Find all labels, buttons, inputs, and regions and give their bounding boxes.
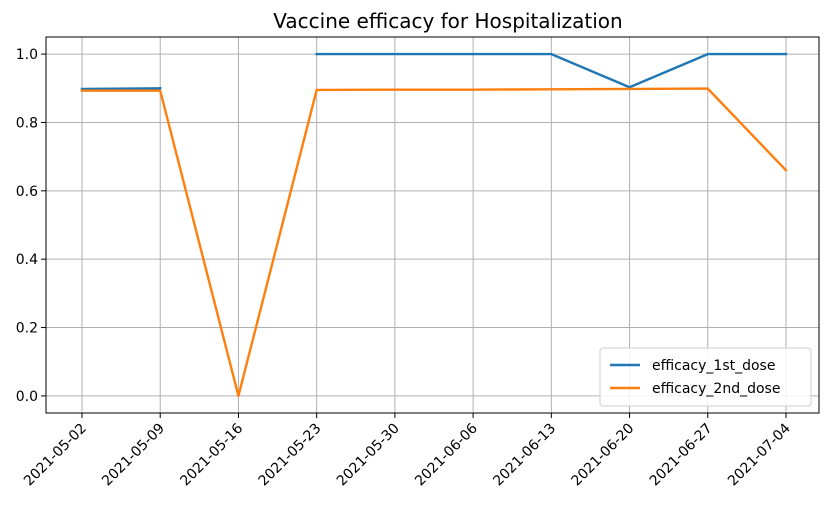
x-tick-label: 2021-05-09: [99, 421, 168, 490]
y-tick-label: 1.0: [16, 47, 38, 63]
axis-ticks: 2021-05-02 2021-05-09 2021-05-16 2021-05-23…: [16, 47, 794, 489]
x-tick-label: 2021-06-20: [569, 421, 638, 490]
legend: efficacy_1st_dose efficacy_2nd_dose: [599, 347, 812, 407]
series-lines: [80, 52, 788, 398]
x-tick-label: 2021-05-23: [256, 421, 325, 490]
legend-label: efficacy_2nd_dose: [652, 381, 780, 397]
x-tick-label: 2021-06-06: [412, 420, 481, 489]
x-tick-label: 2021-07-04: [725, 420, 794, 489]
legend-label: efficacy_1st_dose: [652, 358, 775, 374]
series-line-efficacy-2nd-dose: [80, 87, 788, 398]
y-tick-label: 0.0: [16, 389, 38, 405]
x-tick-label: 2021-06-13: [490, 421, 559, 490]
x-tick-label: 2021-05-16: [177, 420, 246, 489]
x-tick-label: 2021-06-27: [647, 421, 716, 490]
chart-title: Vaccine efficacy for Hospitalization: [273, 9, 622, 33]
y-tick-label: 0.2: [16, 321, 38, 337]
x-tick-label: 2021-05-02: [21, 421, 90, 490]
y-tick-label: 0.4: [16, 252, 38, 268]
legend-box: [599, 347, 812, 407]
series-line-efficacy-1st-dose: [80, 52, 788, 91]
y-tick-label: 0.6: [16, 184, 38, 200]
grid: [46, 37, 819, 413]
y-tick-label: 0.8: [16, 115, 38, 131]
plot-frame: [45, 36, 820, 414]
x-tick-label: 2021-05-30: [334, 421, 403, 490]
